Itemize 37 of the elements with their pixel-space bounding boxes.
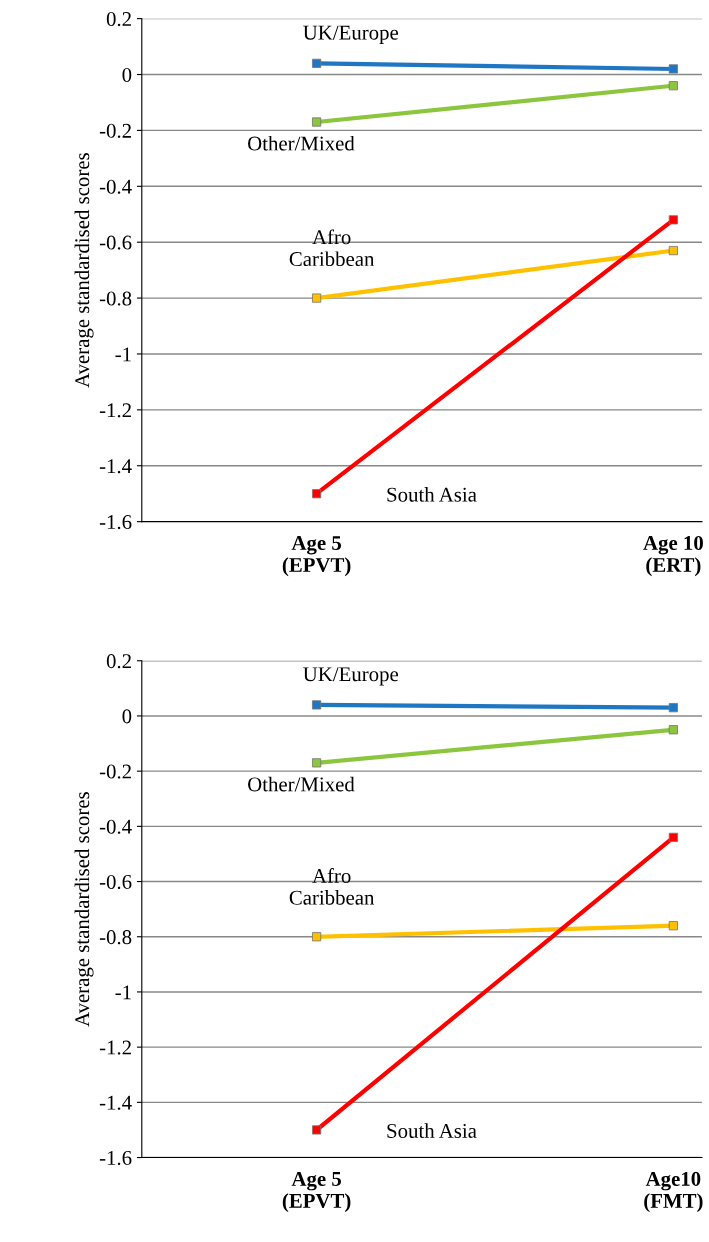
- y-tick-label: -1.6: [99, 1150, 132, 1166]
- y-tick-label: -0.8: [99, 930, 132, 945]
- x-tick-label: Age10 (FMT): [644, 1171, 703, 1213]
- series-label: UK/Europe: [303, 667, 399, 686]
- series-label: South Asia: [387, 487, 477, 502]
- y-tick-label: -1: [115, 985, 131, 1000]
- y-tick-label: -1: [115, 347, 131, 362]
- x-tick-label: Age 5 (EPVT): [282, 1171, 351, 1213]
- y-tick-label: -1.2: [99, 403, 131, 418]
- series-label: Other/Mixed: [248, 776, 355, 792]
- y-tick-label: -0.4: [99, 819, 132, 834]
- y-tick-label: -0.2: [99, 764, 131, 779]
- series-label: UK/Europe: [303, 25, 399, 44]
- y-tick-label: -0.2: [99, 123, 131, 138]
- y-tick-label: -1.4: [99, 459, 132, 474]
- series-label: South Asia: [387, 1123, 477, 1138]
- y-axis-title: Average standardised scores: [74, 792, 94, 1027]
- y-tick-label: -1.4: [99, 1095, 132, 1110]
- series-label: Other/Mixed: [248, 135, 355, 151]
- series-label: Afro Caribbean: [289, 229, 375, 267]
- y-tick-label: -0.6: [99, 874, 132, 890]
- x-tick-label: Age 5 (EPVT): [282, 536, 351, 577]
- y-tick-label: 0.2: [106, 12, 131, 27]
- y-tick-label: -1.6: [99, 515, 132, 530]
- y-tick-label: -1.2: [99, 1040, 131, 1055]
- x-tick-label: Age 10 (ERT): [643, 535, 703, 577]
- y-axis-title: Average standardised scores: [74, 153, 94, 388]
- y-tick-label: 0: [122, 709, 132, 724]
- y-tick-label: -0.4: [99, 179, 132, 194]
- y-tick-label: -0.6: [99, 235, 132, 250]
- point: [312, 58, 322, 68]
- point: [668, 703, 678, 713]
- y-tick-label: -0.8: [99, 291, 132, 306]
- series-label: Afro Caribbean: [289, 868, 375, 905]
- y-tick-label: 0.2: [106, 654, 131, 669]
- point: [668, 832, 678, 842]
- y-tick-label: 0: [122, 67, 132, 82]
